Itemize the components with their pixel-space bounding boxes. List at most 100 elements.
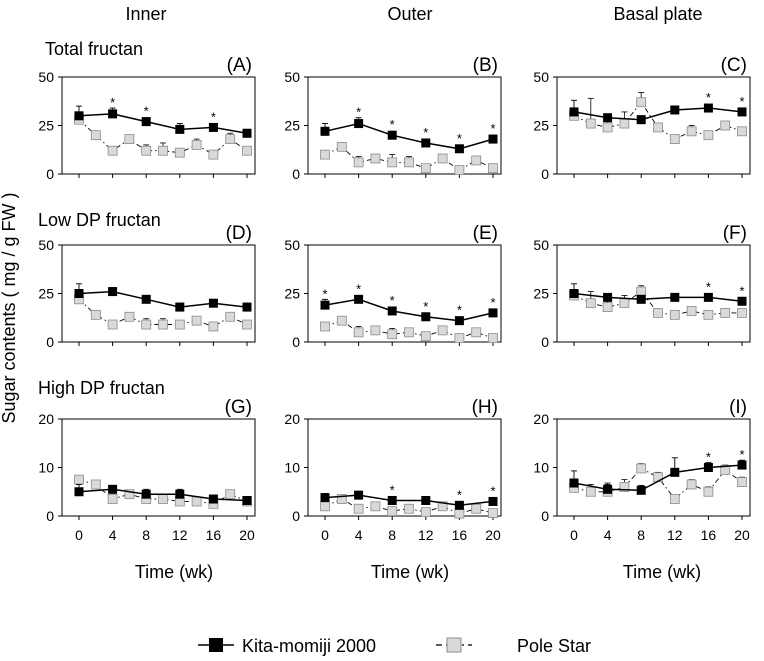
point-pole-star [336, 315, 347, 326]
point-pole-star [90, 479, 101, 490]
x-tick-label: 20 [239, 527, 255, 543]
panel-label: (H) [472, 397, 498, 418]
y-tick-label: 20 [284, 411, 300, 427]
point-kita-momiji [670, 467, 680, 477]
series-line-kita-momiji [573, 292, 743, 303]
point-pole-star [208, 321, 219, 332]
point-pole-star [191, 139, 202, 150]
column-titles: Inner Outer Basal plate [125, 4, 702, 24]
point-kita-momiji [421, 495, 431, 505]
point-pole-star [370, 325, 381, 336]
point-kita-momiji [74, 289, 84, 298]
panel-label: (B) [473, 55, 498, 76]
point-kita-momiji [242, 495, 252, 505]
point-kita-momiji [569, 289, 579, 298]
point-kita-momiji [737, 296, 747, 306]
panel-e: (E) 0 25 50 * * * * * * [284, 223, 502, 350]
point-pole-star [703, 309, 714, 320]
point-pole-star [703, 130, 714, 141]
point-kita-momiji [569, 107, 579, 117]
point-pole-star [90, 130, 101, 141]
significance-marker: * [457, 487, 462, 502]
point-kita-momiji [175, 302, 185, 312]
series-line-kita-momiji [78, 290, 248, 308]
x-tick-label: 4 [355, 527, 363, 543]
x-tick-label: 0 [75, 527, 83, 543]
point-pole-star [225, 134, 236, 144]
point-pole-star [353, 503, 364, 514]
point-kita-momiji [175, 124, 185, 134]
point-kita-momiji [108, 484, 118, 494]
x-tick-label: 20 [485, 527, 501, 543]
point-pole-star [437, 501, 448, 512]
point-kita-momiji [670, 105, 680, 115]
significance-marker: * [490, 483, 495, 498]
x-axis-labels: Time (wk) Time (wk) Time (wk) [135, 562, 701, 582]
point-pole-star [158, 319, 168, 330]
y-tick-label: 0 [541, 334, 549, 350]
significance-marker: * [457, 131, 462, 146]
x-tick-label: 20 [734, 527, 750, 543]
series-line-kita-momiji [324, 298, 494, 322]
significance-marker: * [457, 303, 462, 318]
x-tick-label: 12 [418, 527, 434, 543]
point-pole-star [191, 315, 202, 326]
x-tick-label: 0 [321, 527, 329, 543]
x-tick-label: 12 [172, 527, 188, 543]
series-line-kita-momiji [78, 488, 248, 502]
column-title-outer: Outer [387, 4, 432, 24]
point-pole-star [636, 97, 647, 108]
point-kita-momiji [175, 489, 185, 499]
significance-marker: * [144, 104, 149, 119]
series-line-kita-momiji [573, 464, 743, 492]
panel-label: (G) [225, 397, 252, 418]
point-pole-star [90, 309, 101, 320]
y-tick-label: 25 [533, 286, 549, 302]
point-pole-star [636, 286, 647, 297]
point-kita-momiji [488, 308, 498, 318]
x-tick-label: 8 [142, 527, 150, 543]
x-axis-label-basal-plate: Time (wk) [623, 562, 701, 582]
panel-label: (D) [226, 223, 252, 244]
point-kita-momiji [354, 119, 364, 129]
x-tick-label: 12 [667, 527, 683, 543]
point-pole-star [471, 503, 482, 514]
x-tick-label: 8 [388, 527, 396, 543]
y-tick-label: 0 [46, 166, 54, 182]
series-line-kita-momiji [324, 122, 494, 150]
point-pole-star [437, 153, 448, 164]
legend-marker-pole-star [446, 637, 462, 653]
legend-marker-kita-momiji [209, 638, 223, 652]
y-tick-label: 0 [541, 166, 549, 182]
series-line-kita-momiji [573, 107, 743, 121]
y-tick-label: 25 [38, 286, 54, 302]
column-title-inner: Inner [125, 4, 166, 24]
y-tick-label: 50 [284, 69, 300, 85]
y-tick-label: 50 [533, 237, 549, 253]
point-pole-star [602, 122, 613, 133]
point-pole-star [404, 157, 414, 168]
point-pole-star [174, 147, 185, 158]
point-kita-momiji [454, 144, 464, 154]
point-kita-momiji [141, 117, 151, 127]
point-pole-star [191, 496, 202, 507]
significance-marker: * [211, 109, 216, 124]
point-kita-momiji [208, 494, 218, 504]
significance-marker: * [390, 482, 395, 497]
point-pole-star [242, 145, 252, 156]
point-pole-star [336, 494, 347, 504]
point-pole-star [720, 307, 731, 318]
point-kita-momiji [108, 109, 118, 119]
panel-c: (C) 0 25 50 * * [533, 55, 751, 182]
point-pole-star [653, 122, 663, 133]
point-pole-star [320, 321, 330, 332]
point-pole-star [437, 325, 448, 336]
significance-marker: * [110, 95, 115, 110]
significance-marker: * [423, 299, 428, 314]
point-kita-momiji [141, 294, 151, 304]
y-tick-label: 0 [292, 508, 300, 524]
significance-marker: * [490, 121, 495, 136]
point-pole-star [208, 149, 219, 160]
plot-frame [61, 76, 256, 175]
y-axis-label: Sugar contents ( mg / g FW ) [0, 192, 19, 423]
